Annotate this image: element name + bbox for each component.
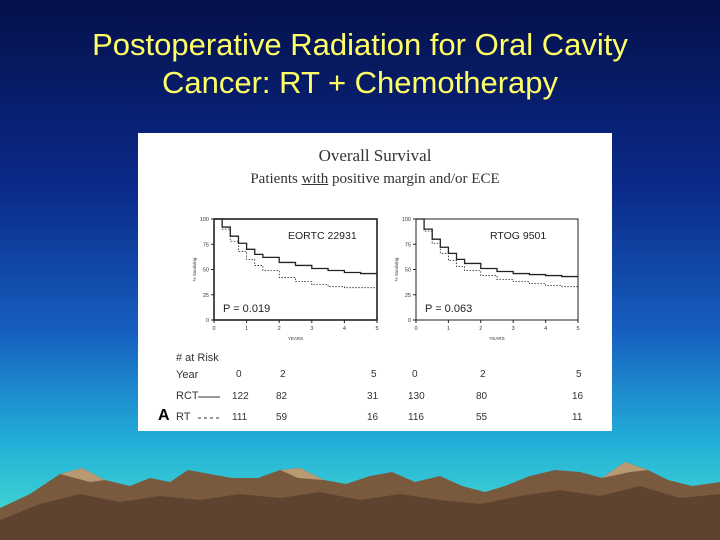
slide-title: Postoperative Radiation for Oral Cavity … xyxy=(0,26,720,102)
panel-2-y-tick-label: 25 xyxy=(405,293,411,299)
at-risk-row-label-rt: RT xyxy=(176,411,191,423)
at-risk-year-cell: 5 xyxy=(371,369,377,380)
at-risk-rct-cell: 130 xyxy=(408,391,425,402)
at-risk-rct-cell: 82 xyxy=(276,391,288,402)
panel-2-p-value: P = 0.063 xyxy=(425,303,472,315)
at-risk-row-label-rct: RCT xyxy=(176,390,199,402)
panel-1-y-tick-label: 0 xyxy=(206,318,209,324)
at-risk-rct-cell: 31 xyxy=(367,391,379,402)
panel-2-x-tick-label: 4 xyxy=(544,326,547,332)
at-risk-rct-cell: 122 xyxy=(232,391,249,402)
panel-label: A xyxy=(158,407,170,424)
panel-2-x-tick-label: 1 xyxy=(447,326,450,332)
panel-1-y-tick-label: 25 xyxy=(203,293,209,299)
panel-2-x-tick-label: 2 xyxy=(479,326,482,332)
panel-1-series-rct-line xyxy=(214,218,377,275)
at-risk-rt-cell: 16 xyxy=(367,412,379,423)
panel-1-study-label: EORTC 22931 xyxy=(288,230,357,242)
title-line-1: Postoperative Radiation for Oral Cavity xyxy=(92,27,628,62)
title-line-2: Cancer: RT + Chemotherapy xyxy=(161,65,559,100)
panel-2-study-label: RTOG 9501 xyxy=(490,230,546,242)
panel-1-x-tick-label: 3 xyxy=(310,326,313,332)
figure-title: Overall Survival xyxy=(318,146,432,165)
subtitle-emphasis: with xyxy=(301,171,329,187)
panel-2-y-axis-label: % Surviving xyxy=(394,257,399,281)
figure-subtitle: Patients with positive margin and/or ECE xyxy=(138,171,612,188)
panel-1-y-tick-label: 50 xyxy=(203,268,209,274)
at-risk-year-label: Year xyxy=(176,369,199,381)
subtitle-post: positive margin and/or ECE xyxy=(328,171,500,187)
panel-2-y-tick-label: 50 xyxy=(405,268,411,274)
at-risk-rt-cell: 55 xyxy=(476,412,488,423)
panel-1-y-tick-label: 100 xyxy=(200,217,209,223)
at-risk-year-cell: 2 xyxy=(480,369,486,380)
panel-2-x-tick-label: 5 xyxy=(576,326,579,332)
survival-figure: Overall Survival Patients with positive … xyxy=(138,133,612,431)
panel-1-x-tick-label: 5 xyxy=(375,326,378,332)
panel-1-y-axis-label: % Surviving xyxy=(192,257,197,281)
panel-1-series-rt-line xyxy=(214,218,378,289)
panel-1-p-value: P = 0.019 xyxy=(223,303,270,315)
at-risk-rct-cell: 80 xyxy=(476,391,488,402)
at-risk-year-cell: 2 xyxy=(280,369,286,380)
panel-2-y-tick-label: 100 xyxy=(402,217,411,223)
panel-2-series-rct-line xyxy=(416,218,578,278)
subtitle-pre: Patients xyxy=(250,171,302,187)
at-risk-year-cell: 0 xyxy=(236,369,242,380)
at-risk-rt-cell: 11 xyxy=(572,412,583,423)
at-risk-header: # at Risk xyxy=(176,352,219,364)
panel-2-x-axis-label: YEARS xyxy=(489,336,504,341)
at-risk-rt-cell: 111 xyxy=(232,412,248,423)
panel-2-x-tick-label: 0 xyxy=(414,326,417,332)
at-risk-year-cell: 5 xyxy=(576,369,582,380)
at-risk-rct-cell: 16 xyxy=(572,391,584,402)
at-risk-rt-cell: 59 xyxy=(276,412,288,423)
panel-1-y-tick-label: 75 xyxy=(203,242,209,248)
at-risk-year-cell: 0 xyxy=(412,369,418,380)
panel-2-y-tick-label: 75 xyxy=(405,242,411,248)
panel-1-x-tick-label: 2 xyxy=(278,326,281,332)
panel-2-x-tick-label: 3 xyxy=(512,326,515,332)
panel-1-x-tick-label: 4 xyxy=(343,326,346,332)
panel-1-x-axis-label: YEARS xyxy=(288,336,303,341)
panel-1-x-tick-label: 0 xyxy=(212,326,215,332)
panel-2-y-tick-label: 0 xyxy=(408,318,411,324)
at-risk-line-keys xyxy=(198,396,220,419)
at-risk-rt-cell: 116 xyxy=(408,412,424,423)
panel-1-x-tick-label: 1 xyxy=(245,326,248,332)
panel-2-series-rt-line xyxy=(416,218,578,288)
